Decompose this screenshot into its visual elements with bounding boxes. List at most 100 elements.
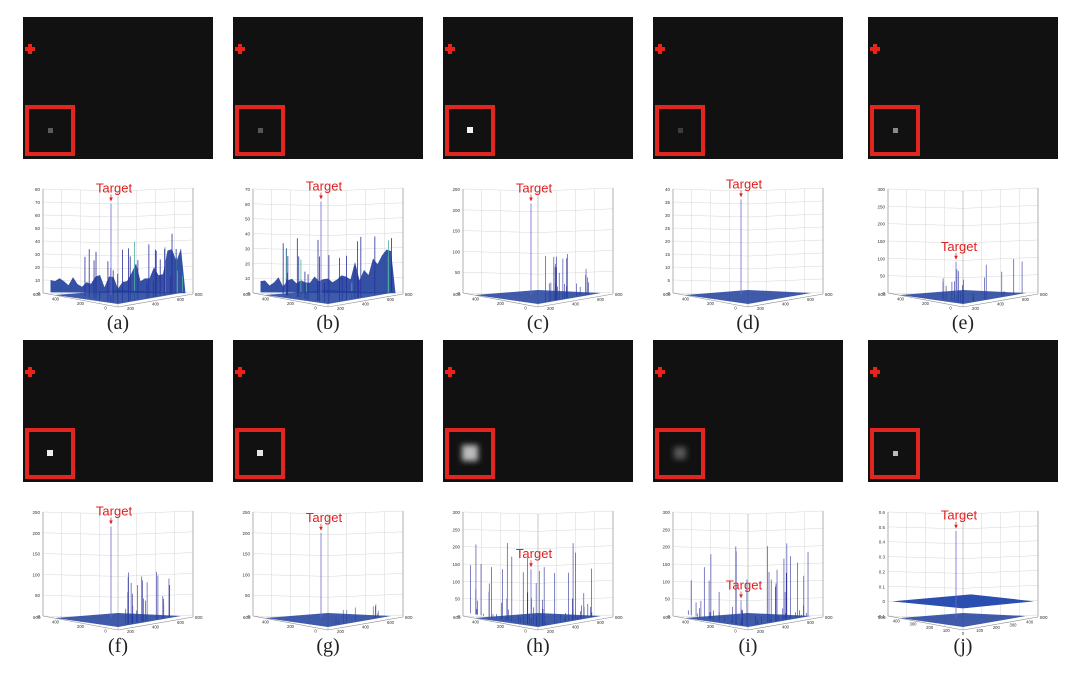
infrared-frame (233, 340, 423, 482)
infrared-frame (868, 17, 1058, 159)
z-tick-label: 150 (877, 239, 885, 244)
target-arrow-icon (109, 520, 113, 525)
x-tick-label: 200 (757, 306, 765, 311)
z-tick-label: 0 (247, 614, 250, 619)
z-tick-label: 200 (452, 545, 460, 550)
x-tick-label: 0 (524, 629, 527, 634)
target-zoom-box (870, 428, 920, 479)
infrared-frame (868, 340, 1058, 482)
figure-panel: 250 200 150 100 50 0 600 800 400 200 0 200 400 600 Tar… (23, 340, 213, 670)
x-tick-label: 500 (878, 615, 886, 620)
z-tick-label: 50 (455, 597, 461, 602)
x-tick-label: 600 (807, 297, 815, 302)
z-tick-label: 150 (242, 552, 250, 557)
x-tick-label: 800 (1040, 615, 1048, 620)
axis-line (42, 615, 119, 631)
z-tick-label: -0.1 (877, 614, 885, 619)
target-label: Target (941, 239, 978, 254)
cross-marker-icon (445, 44, 455, 54)
z-tick-label: 10 (665, 265, 671, 270)
x-tick-label: 600 (878, 292, 886, 297)
panel-caption: (d) (736, 312, 760, 334)
x-tick-label: 600 (33, 615, 41, 620)
target-label: Target (306, 510, 343, 525)
z-tick-label: 0.3 (879, 555, 886, 560)
target-arrow-icon (319, 526, 323, 531)
x-tick-label: 0 (524, 306, 527, 311)
cross-marker-icon (445, 367, 455, 377)
panel-caption: (h) (526, 635, 550, 657)
x-tick-label: 200 (707, 624, 715, 629)
surface-plot: 250 200 150 100 50 0 600 800 400 200 0 200 400 600 Tar… (233, 490, 423, 635)
x-tick-label: 200 (77, 301, 85, 306)
target-label: Target (516, 546, 553, 561)
x-tick-label: 200 (497, 624, 505, 629)
x-tick-label: 200 (287, 624, 295, 629)
target-spot (467, 127, 473, 133)
x-tick-label: 600 (597, 297, 605, 302)
x-tick-label: 400 (362, 625, 370, 630)
z-tick-label: 50 (245, 593, 251, 598)
target-spot (674, 447, 686, 459)
cross-marker-icon (870, 44, 880, 54)
axis-line (537, 616, 614, 631)
cross-marker-icon (655, 367, 665, 377)
target-label: Target (96, 181, 133, 196)
z-tick-label: 150 (452, 562, 460, 567)
infrared-frame (653, 17, 843, 159)
x-tick-label: 400 (472, 619, 480, 624)
z-tick-label: 100 (242, 572, 250, 577)
z-tick-label: 0 (37, 291, 40, 296)
z-tick-label: 0 (667, 614, 670, 619)
z-tick-label: 250 (452, 527, 460, 532)
floor-surface (475, 290, 601, 304)
z-tick-label: 200 (877, 222, 885, 227)
surface-plot: 300 250 200 150 100 50 0 600 800 400 200 0 200 400 600… (653, 490, 843, 635)
x-tick-label: 400 (782, 625, 790, 630)
target-zoom-box (25, 105, 75, 156)
floor-surface (900, 613, 1026, 627)
x-tick-label: 200 (497, 301, 505, 306)
axis-line (747, 293, 824, 308)
target-arrow-icon (319, 195, 323, 200)
panel-caption: (b) (316, 312, 340, 334)
x-tick-label: 600 (387, 620, 395, 625)
z-tick-label: 200 (452, 208, 460, 213)
x-tick-label: 600 (663, 615, 671, 620)
target-spot (677, 127, 683, 133)
x-tick-label: 600 (597, 620, 605, 625)
target-spot (47, 127, 53, 133)
target-zoom-box (235, 105, 285, 156)
cross-marker-icon (655, 44, 665, 54)
figure-panel: 0.6 0.5 0.4 0.3 0.2 0.1 0 -0.1 500 800 400 300 200 10… (868, 340, 1058, 670)
target-label: Target (726, 577, 763, 592)
panel-caption: (g) (316, 635, 340, 657)
x-tick-label: 400 (362, 302, 370, 307)
panel-caption: (j) (953, 635, 973, 657)
surface-plot: 70 60 50 40 30 20 10 0 600 800 400 200 0 200 400 600 Tar… (233, 167, 423, 312)
x-tick-label: 800 (405, 615, 413, 620)
floor-surface (265, 613, 391, 627)
target-arrow-icon (529, 197, 533, 202)
x-tick-label: 200 (547, 629, 555, 634)
z-tick-label: 35 (665, 200, 671, 205)
figure-panel: 250 200 150 100 50 0 600 800 400 200 0 200 400 600 Tar… (233, 340, 423, 670)
axis-line (672, 615, 749, 631)
target-zoom-box (445, 105, 495, 156)
z-tick-label: 150 (662, 562, 670, 567)
surface-plot: 250 200 150 100 50 0 600 800 400 200 0 200 400 600 Tar… (443, 167, 633, 312)
z-tick-label: 0 (37, 614, 40, 619)
surface-plot: 250 200 150 100 50 0 600 800 400 200 0 200 400 600 Tar… (23, 490, 213, 635)
target-arrow-icon (739, 594, 743, 599)
noise-surface (260, 249, 396, 294)
infrared-frame (233, 17, 423, 159)
z-tick-label: 20 (35, 265, 41, 270)
target-zoom-box (655, 105, 705, 156)
figure-panel: 300 250 200 150 100 50 0 600 800 400 200 0 200 400 600… (868, 17, 1058, 347)
x-tick-label: 400 (782, 302, 790, 307)
axis-line (327, 616, 404, 631)
